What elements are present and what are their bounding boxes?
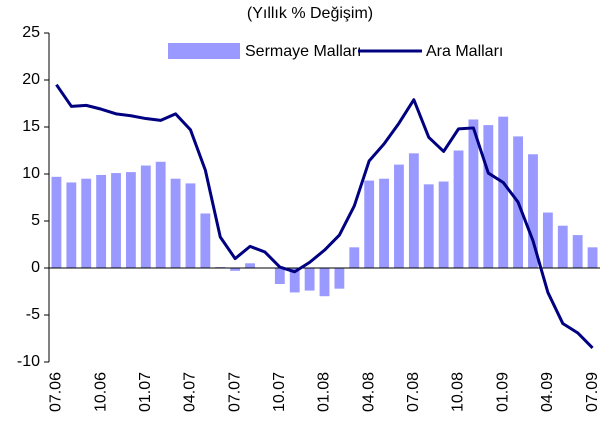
bar xyxy=(364,180,375,268)
bar xyxy=(81,178,92,268)
bar xyxy=(274,268,285,284)
legend-label: Sermaye Malları xyxy=(245,43,361,60)
bar xyxy=(96,174,107,268)
bar xyxy=(51,176,62,268)
y-tick-label: 15 xyxy=(22,118,40,135)
bar xyxy=(498,116,509,268)
bar xyxy=(111,173,121,268)
bar xyxy=(542,212,553,268)
x-tick-label: 07.06 xyxy=(48,372,65,412)
legend-label: Ara Malları xyxy=(426,43,503,60)
y-tick-label: 0 xyxy=(31,259,40,276)
bar xyxy=(185,183,196,268)
bar xyxy=(423,184,434,268)
bar xyxy=(557,225,568,268)
legend-swatch xyxy=(168,43,240,59)
bar xyxy=(304,268,315,291)
bar xyxy=(245,263,255,268)
x-tick-label: 10.06 xyxy=(92,372,109,412)
bar xyxy=(394,164,404,268)
bar xyxy=(438,181,449,268)
bar xyxy=(587,247,598,268)
chart-title: (Yıllık % Değişim) xyxy=(247,5,373,22)
y-tick-label: 25 xyxy=(22,24,40,41)
x-tick-label: 01.07 xyxy=(137,372,154,412)
bar xyxy=(289,268,300,293)
y-tick-label: -5 xyxy=(26,306,40,323)
bar xyxy=(230,268,241,271)
bar xyxy=(66,182,77,268)
bar xyxy=(572,235,583,268)
bar xyxy=(125,172,136,268)
bar xyxy=(408,153,419,268)
x-tick-label: 07.08 xyxy=(405,372,422,412)
x-tick-label: 04.08 xyxy=(360,372,377,412)
bar xyxy=(468,119,479,268)
bar xyxy=(528,154,538,268)
bar xyxy=(200,213,211,268)
line xyxy=(55,83,594,349)
y-tick-label: 5 xyxy=(31,212,40,229)
x-tick-label: 04.07 xyxy=(182,372,199,412)
y-tick-label: 20 xyxy=(22,71,40,88)
x-tick-label: 01.09 xyxy=(494,372,511,412)
bar xyxy=(379,178,389,268)
x-tick-label: 10.08 xyxy=(450,372,467,412)
x-tick-label: 01.08 xyxy=(316,372,333,412)
y-tick-label: 10 xyxy=(22,165,40,182)
x-tick-label: 07.09 xyxy=(584,372,601,412)
bar xyxy=(155,161,166,268)
bar xyxy=(170,178,181,268)
bar xyxy=(334,268,345,289)
bar xyxy=(483,125,494,269)
bar xyxy=(140,165,151,268)
bar xyxy=(319,268,330,297)
x-tick-label: 04.09 xyxy=(539,372,556,412)
bar xyxy=(349,247,360,268)
y-tick-label: -10 xyxy=(17,353,40,370)
x-tick-label: 10.07 xyxy=(271,372,288,412)
bar xyxy=(453,150,464,268)
x-tick-label: 07.07 xyxy=(226,372,243,412)
